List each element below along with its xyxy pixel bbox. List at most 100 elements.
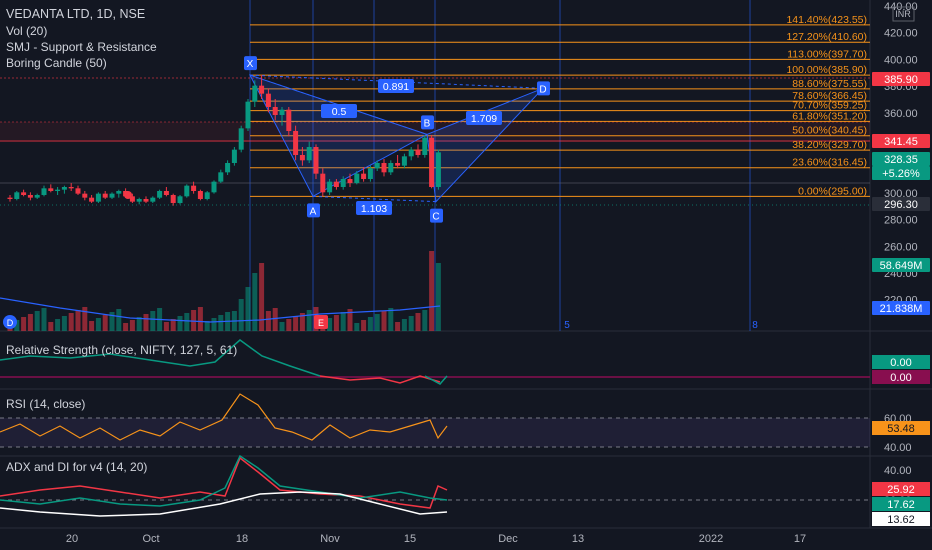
time-tick-label: Dec (498, 533, 518, 545)
candle-body (14, 192, 20, 199)
volume-bar (299, 313, 305, 331)
candle-body (272, 106, 278, 115)
candle-body (231, 149, 237, 163)
volume-bar (429, 251, 435, 331)
volume-bar (129, 320, 135, 331)
price-badge-label: 21.838M (880, 303, 923, 315)
volume-bar (340, 312, 346, 331)
candle-body (374, 162, 380, 169)
price-badge-label: 341.45 (884, 136, 918, 148)
candle-body (327, 181, 333, 193)
pattern-ac-line (312, 195, 437, 203)
adx-value-label: 13.62 (887, 514, 915, 526)
fib-level-label: 113.00%(397.70) (787, 48, 867, 60)
legend-smj: SMJ - Support & Resistance (6, 40, 157, 54)
volume-bar (333, 315, 339, 331)
earnings-marker-label: E (318, 318, 324, 328)
volume-ma-line (0, 297, 441, 323)
volume-bar (381, 311, 387, 331)
candle-body (429, 137, 435, 187)
candle-body (320, 173, 326, 193)
volume-bar (116, 309, 122, 331)
candle-body (170, 194, 176, 203)
adx-value-badge (872, 482, 930, 496)
time-tick-label: 18 (236, 533, 248, 545)
candle-body (143, 198, 149, 202)
time-tick-label: 17 (794, 533, 806, 545)
price-badge (872, 152, 930, 166)
time-tick-label: Nov (320, 533, 340, 545)
volume-bar (422, 310, 428, 331)
volume-bar (327, 318, 333, 331)
candle-body (388, 162, 394, 173)
candle-body (21, 192, 27, 195)
volume-bar (61, 316, 67, 331)
currency-label: INR (895, 9, 911, 19)
candle-body (177, 196, 183, 203)
candle-body (75, 188, 81, 194)
fib-retracement: 141.40%(423.55) 127.20%(410.60) 113.00%(39… (250, 14, 870, 197)
rs-pane-title: Relative Strength (close, NIFTY, 127, 5,… (6, 343, 238, 357)
rsi-value-badge (872, 421, 930, 435)
candle-body (306, 146, 312, 161)
pattern-ratio-label: 1.103 (361, 203, 387, 215)
adx-value-label: 25.92 (887, 484, 915, 496)
symbol-title: VEDANTA LTD, 1D, NSE (6, 7, 146, 21)
price-badge-label: 385.90 (884, 74, 918, 86)
price-tick-label: 280.00 (884, 215, 918, 227)
volume-bar (408, 316, 414, 331)
price-badge (872, 301, 930, 315)
fib-level-label: 141.40%(423.55) (786, 14, 867, 26)
rsi-value-label: 53.48 (887, 423, 915, 435)
volume-bar (293, 316, 299, 331)
volume-bar (143, 314, 149, 331)
candle-body (313, 146, 319, 174)
candle-body (381, 162, 387, 173)
volume-bar (34, 311, 40, 331)
volume-bar (109, 312, 115, 331)
volume-bar (197, 307, 203, 331)
dividend-marker-label: D (7, 318, 14, 328)
rs-value-label: 0.00 (890, 372, 911, 384)
candle-body (435, 152, 441, 187)
time-tick-label: Oct (142, 533, 159, 545)
volume-bar (395, 322, 401, 331)
candle-body (102, 193, 108, 198)
volume-bar (27, 314, 33, 331)
fib-level-label: 88.60%(375.55) (792, 78, 867, 90)
candle-body (95, 193, 101, 202)
rs-value-label: 0.00 (890, 357, 911, 369)
candle-body (299, 154, 305, 161)
volume-bar (388, 308, 394, 331)
adx-value-label: 17.62 (887, 499, 915, 511)
candle-body (415, 149, 421, 155)
volume-bar (55, 319, 61, 331)
candle-body (55, 189, 61, 191)
volume-bar (163, 322, 169, 331)
fib-level-label: 100.00%(385.90) (786, 64, 867, 76)
volume-bar (191, 310, 197, 331)
pattern-ratio-label: 0.891 (383, 81, 409, 93)
candle-body (367, 168, 373, 179)
candle-body (204, 192, 210, 199)
rsi-tick-label: 40.00 (884, 442, 912, 454)
pattern-point-label: D (539, 84, 546, 95)
time-tick-label: 2022 (699, 533, 723, 545)
price-badge-label: +5.26% (882, 168, 920, 180)
volume-bar (367, 317, 373, 331)
price-badge (872, 72, 930, 86)
resistance-zone (0, 122, 870, 142)
volume-bar (204, 321, 210, 331)
candle-body (41, 188, 47, 195)
fib-level-label: 78.60%(366.45) (792, 90, 867, 102)
volume-bar (435, 263, 441, 331)
price-badge (872, 166, 930, 180)
volume-bar (272, 308, 278, 331)
candle-body (225, 162, 231, 173)
time-tick-label: 20 (66, 533, 78, 545)
time-tick-label: 13 (572, 533, 584, 545)
price-tick-label: 300.00 (884, 188, 918, 200)
